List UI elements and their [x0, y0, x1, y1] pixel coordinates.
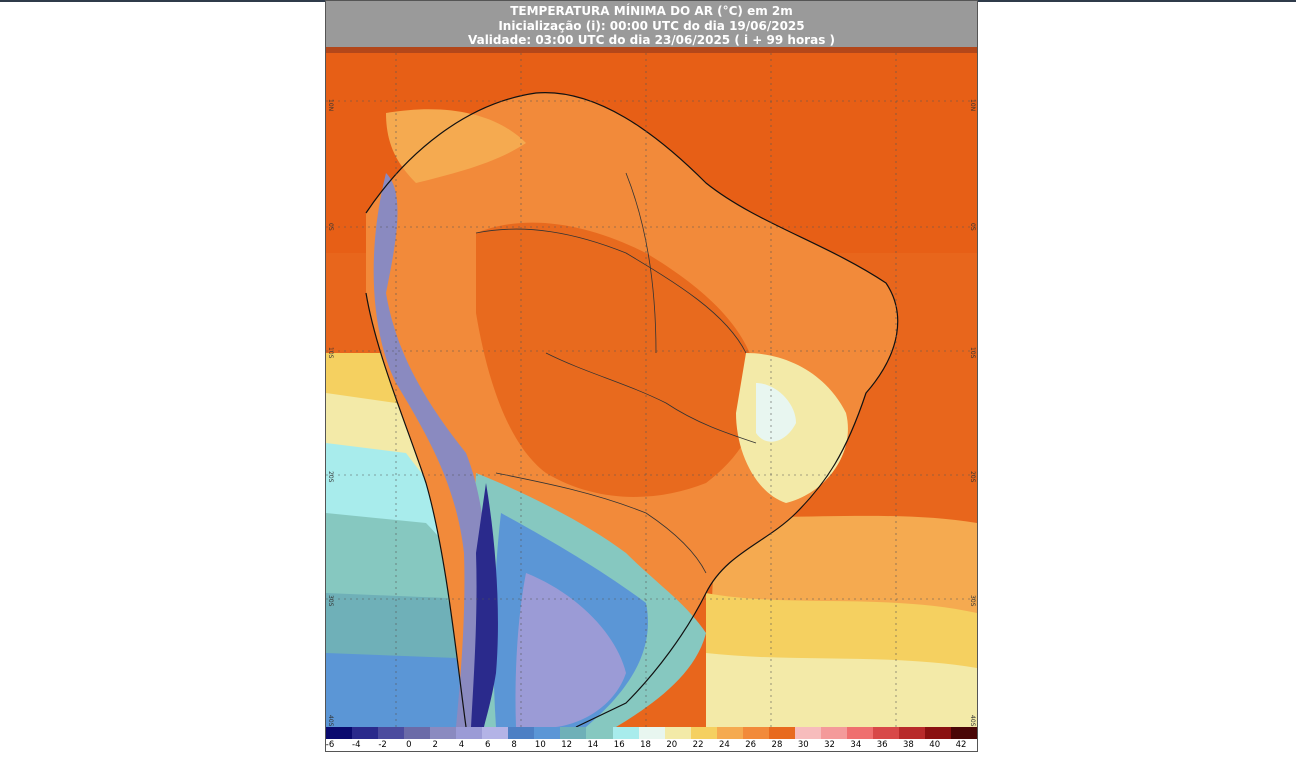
- lat-label-30s-right: 30S: [969, 595, 976, 607]
- colorbar-swatch-24: [951, 727, 977, 739]
- lat-label-30s-left: 30S: [327, 595, 334, 607]
- colorbar-swatch-12: [638, 727, 665, 739]
- colorbar-swatch-2: [378, 727, 405, 739]
- colorbar-tick-label: 26: [745, 740, 757, 750]
- colorbar-tick-label: 8: [511, 740, 517, 750]
- lat-label-10s-left: 10S: [327, 347, 334, 359]
- colorbar-tick-label: 4: [458, 740, 465, 750]
- colorbar-tick-label: -2: [378, 740, 387, 750]
- lat-label-20s-left: 20S: [327, 471, 334, 483]
- colorbar-tick-label: 36: [876, 740, 888, 750]
- colorbar-swatch-3: [404, 727, 431, 739]
- colorbar-tick-label: -6: [325, 740, 335, 750]
- map-header: TEMPERATURA MÍNIMA DO AR (°C) em 2m Inic…: [326, 1, 977, 47]
- colorbar-swatch-17: [768, 727, 795, 739]
- lat-label-10n-left: 10N: [327, 99, 334, 112]
- colorbar-swatch-22: [899, 727, 926, 739]
- colorbar-swatch-8: [534, 727, 561, 739]
- lat-label-10s-right: 10S: [969, 347, 976, 359]
- colorbar-tick-label: 22: [692, 740, 704, 750]
- temperature-colorbar: [326, 727, 977, 739]
- colorbar-tick-label: 14: [587, 740, 599, 750]
- colorbar-tick-label: 18: [640, 740, 651, 750]
- colorbar-swatch-23: [925, 727, 952, 739]
- lat-label-0s-right: 0S: [969, 223, 976, 231]
- colorbar-tick-label: 0: [406, 740, 412, 750]
- temperature-field: [326, 53, 977, 727]
- colorbar-tick-label: -4: [352, 740, 361, 750]
- colorbar-swatch-7: [508, 727, 535, 739]
- colorbar-swatch-14: [690, 727, 717, 739]
- colorbar-tick-label: 32: [824, 740, 835, 750]
- lat-label-40s-right: 40S: [969, 715, 976, 727]
- validity-time: Validade: 03:00 UTC do dia 23/06/2025 ( …: [467, 33, 836, 47]
- colorbar-tick-label: 38: [902, 740, 914, 750]
- colorbar-swatch-5: [456, 727, 483, 739]
- colorbar-tick-label: 12: [561, 740, 573, 750]
- colorbar-tick-label: 28: [771, 740, 783, 750]
- colorbar-tick-label: 20: [666, 740, 678, 750]
- lat-label-20s-right: 20S: [969, 471, 976, 483]
- colorbar-swatch-10: [586, 727, 613, 739]
- colorbar-swatch-15: [716, 727, 743, 739]
- colorbar-swatch-11: [612, 727, 639, 739]
- colorbar-swatch-9: [560, 727, 587, 739]
- colorbar-tick-label: 42: [955, 740, 967, 750]
- colorbar-swatch-13: [664, 727, 691, 739]
- map-title: TEMPERATURA MÍNIMA DO AR (°C) em 2m: [510, 4, 793, 18]
- colorbar-tick-label: 16: [613, 740, 625, 750]
- colorbar-tick-label: 24: [718, 740, 730, 750]
- colorbar-swatch-21: [872, 727, 900, 739]
- header-strip: [326, 47, 977, 53]
- forecast-map[interactable]: TEMPERATURA MÍNIMA DO AR (°C) em 2m Inic…: [325, 0, 978, 752]
- colorbar-swatch-20: [846, 727, 873, 739]
- colorbar-ticks: -6 -4 -2 0 2 4 6 8 10 12 14 16 18 20 22 24 26 28 30 32 34 36 3…: [325, 739, 977, 751]
- colorbar-tick-label: 30: [797, 740, 809, 750]
- colorbar-swatch-18: [794, 727, 821, 739]
- colorbar-tick-label: 2: [432, 740, 438, 750]
- colorbar-swatch-4: [430, 727, 457, 739]
- colorbar-tick-label: 40: [929, 740, 941, 750]
- lat-label-10n-right: 10N: [969, 99, 976, 112]
- colorbar-tick-label: 6: [485, 740, 491, 750]
- colorbar-swatch-16: [742, 727, 769, 739]
- colorbar-swatch-19: [820, 727, 847, 739]
- colorbar-swatch-0: [326, 727, 353, 739]
- colorbar-swatch-6: [482, 727, 509, 739]
- colorbar-tick-label: 10: [534, 740, 546, 750]
- colorbar-tick-label: 34: [850, 740, 862, 750]
- initialization-time: Inicialização (i): 00:00 UTC do dia 19/0…: [498, 18, 805, 33]
- colorbar-swatch-1: [352, 727, 379, 739]
- lat-label-40s-left: 40S: [327, 715, 334, 727]
- lat-label-0s-left: 0S: [327, 223, 334, 231]
